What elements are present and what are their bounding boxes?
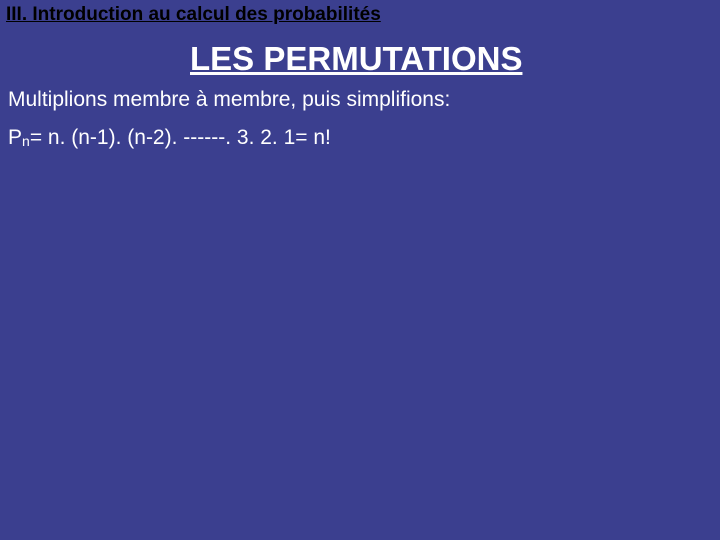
formula-line: Pn= n. (n-1). (n-2). ------. 3. 2. 1= n! xyxy=(0,126,720,150)
slide: III. Introduction au calcul des probabil… xyxy=(0,0,720,540)
body-line-1: Multiplions membre à membre, puis simpli… xyxy=(0,88,720,112)
formula-prefix: P xyxy=(8,126,22,149)
slide-title: LES PERMUTATIONS xyxy=(190,40,522,78)
section-header: III. Introduction au calcul des probabil… xyxy=(0,0,720,26)
formula-rest: = n. (n-1). (n-2). ------. 3. 2. 1= n! xyxy=(30,126,331,149)
formula-subscript: n xyxy=(22,133,30,149)
